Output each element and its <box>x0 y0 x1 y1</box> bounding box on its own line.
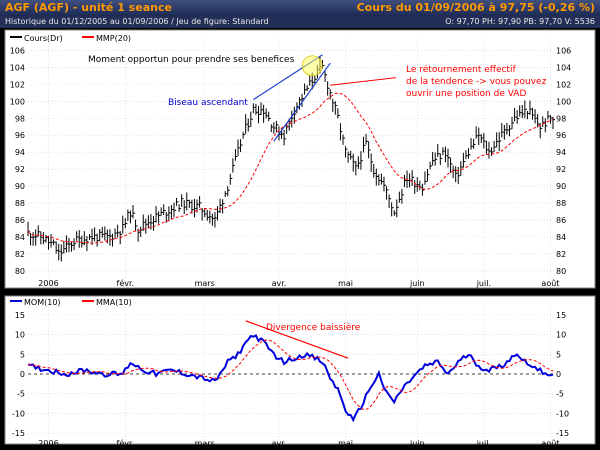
momentum-panel <box>4 295 596 445</box>
price-panel <box>4 29 596 289</box>
momentum-ytick-left: 15 <box>15 311 25 320</box>
legend-mmp-swatch <box>82 36 94 38</box>
profit-take-highlight <box>301 55 323 77</box>
price-ytick-right: 100 <box>556 97 571 106</box>
price-ytick-right: 84 <box>556 233 566 242</box>
momentum-ytick-right: -10 <box>556 409 569 418</box>
legend-mom-swatch <box>10 300 22 302</box>
momentum-xtick: juin <box>409 439 425 448</box>
history-text: Historique du 01/12/2005 au 01/09/2006 /… <box>5 17 269 26</box>
title-bar: AGF (AGF) - unité 1 seance Cours du 01/0… <box>0 0 600 16</box>
price-xtick: févr. <box>117 278 135 288</box>
momentum-ytick-left: 10 <box>15 331 25 340</box>
momentum-ytick-right: 0 <box>556 370 561 379</box>
price-ytick-right: 82 <box>556 250 566 259</box>
momentum-ytick-right: 5 <box>556 350 561 359</box>
legend-mma-swatch <box>82 300 94 302</box>
price-ytick-right: 104 <box>556 63 571 72</box>
price-ytick-left: 84 <box>15 233 25 242</box>
annotation-divergence: Divergence baissière <box>266 322 361 333</box>
price-xtick: avr. <box>272 279 287 288</box>
reversal-arrow <box>330 77 397 86</box>
divergence-line <box>245 320 349 359</box>
momentum-xtick: 2006 <box>38 439 58 448</box>
window-title: AGF (AGF) - unité 1 seance <box>5 1 172 14</box>
momentum-xtick: août <box>541 439 559 448</box>
quote-text: Cours du 01/09/2006 à 97,75 (-0,26 %) <box>356 1 595 14</box>
annotation-reversal-line1: Le rétournement effectif <box>406 64 516 75</box>
mmp-line <box>27 92 554 244</box>
legend-mma: MMA(10) <box>96 298 132 307</box>
momentum-ytick-left: -10 <box>12 409 25 418</box>
annotation-reversal-line2: de la tendence -> vous pouvez <box>406 77 547 87</box>
price-ytick-left: 94 <box>15 148 25 157</box>
momentum-ytick-right: -5 <box>556 390 564 399</box>
annotation-profit-take: Moment opportun pour prendre ses benefic… <box>88 55 295 65</box>
momentum-ytick-left: 0 <box>20 370 25 379</box>
momentum-ytick-right: -15 <box>556 429 569 438</box>
price-ytick-right: 90 <box>556 182 566 191</box>
price-ytick-left: 80 <box>15 267 25 276</box>
mma-line <box>27 339 554 411</box>
price-xtick: 2006 <box>38 279 58 288</box>
price-ytick-left: 88 <box>15 199 25 208</box>
momentum-ytick-right: 10 <box>556 331 566 340</box>
price-ytick-right: 94 <box>556 148 566 157</box>
price-ytick-right: 98 <box>556 114 566 123</box>
sub-header: Historique du 01/12/2005 au 01/09/2006 /… <box>0 16 600 28</box>
price-ytick-right: 80 <box>556 267 566 276</box>
legend-mom: MOM(10) <box>24 298 61 307</box>
price-ytick-left: 100 <box>10 97 25 106</box>
price-ytick-right: 92 <box>556 165 566 174</box>
price-ytick-left: 102 <box>10 80 25 89</box>
price-xtick: mai <box>338 279 353 288</box>
momentum-xtick: mai <box>338 439 353 448</box>
annotation-reversal-line3: ouvrir une position de VAD <box>406 89 526 99</box>
price-ytick-left: 106 <box>10 46 25 55</box>
momentum-xtick: avr. <box>272 439 287 448</box>
momentum-ytick-left: 5 <box>20 350 25 359</box>
ohlc-text: O: 97,70 PH: 97,90 PB: 97,70 V: 5536 <box>445 17 595 26</box>
wedge-lower-line <box>273 62 331 142</box>
price-ytick-left: 98 <box>15 114 25 123</box>
price-xtick: juin <box>409 279 425 288</box>
price-ytick-right: 106 <box>556 46 571 55</box>
price-ytick-right: 86 <box>556 216 566 225</box>
momentum-ytick-left: -5 <box>17 390 25 399</box>
price-xtick: mars <box>195 279 215 288</box>
price-xtick: août <box>541 279 559 288</box>
price-ytick-left: 90 <box>15 182 25 191</box>
price-xtick: juil. <box>476 279 491 288</box>
momentum-xtick: juil. <box>476 439 491 448</box>
momentum-ytick-left: -15 <box>12 429 25 438</box>
momentum-xtick: mars <box>195 439 215 448</box>
mom-line <box>27 334 554 423</box>
legend-cours-swatch <box>10 36 22 38</box>
momentum-ytick-right: 15 <box>556 311 566 320</box>
price-ytick-left: 96 <box>15 131 25 140</box>
price-ytick-left: 86 <box>15 216 25 225</box>
momentum-xtick: févr. <box>117 438 135 448</box>
legend-mmp: MMP(20) <box>96 34 131 43</box>
price-ytick-left: 104 <box>10 63 25 72</box>
price-ytick-right: 102 <box>556 80 571 89</box>
price-ytick-left: 82 <box>15 250 25 259</box>
annotation-rising-wedge: Biseau ascendant <box>168 98 248 108</box>
price-ytick-left: 92 <box>15 165 25 174</box>
price-ytick-right: 88 <box>556 199 566 208</box>
price-ytick-right: 96 <box>556 131 566 140</box>
legend-cours: Cours(Dr) <box>24 34 63 43</box>
